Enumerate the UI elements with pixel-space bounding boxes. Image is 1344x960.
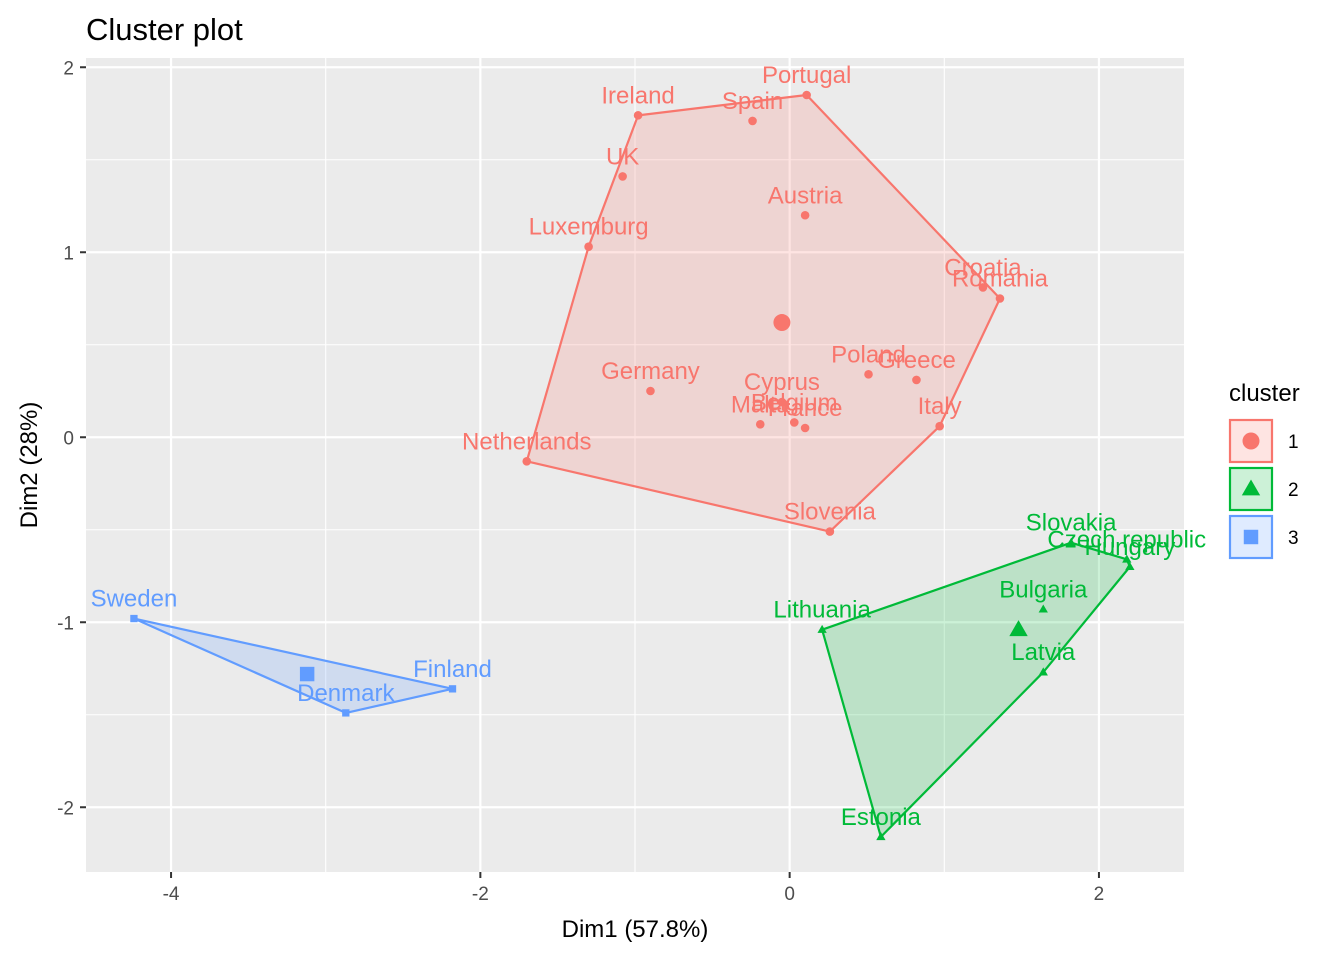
point-label: Czech republic bbox=[1047, 526, 1206, 553]
point-label: Romania bbox=[952, 266, 1049, 293]
point-label: Malta bbox=[731, 391, 790, 418]
y-tick-label: -1 bbox=[57, 613, 74, 634]
axes: -4 -2 0 2 -2 -1 0 1 2 bbox=[57, 58, 1104, 905]
x-tick-label: -4 bbox=[163, 884, 180, 905]
point-label: Italy bbox=[918, 393, 962, 420]
point-label: Latvia bbox=[1011, 639, 1076, 666]
legend-label-1: 1 bbox=[1288, 432, 1299, 453]
legend: cluster 1 2 3 bbox=[1228, 380, 1300, 560]
point-label: Belgium bbox=[751, 389, 838, 416]
cluster-1-centroid bbox=[773, 314, 791, 332]
data-point bbox=[789, 418, 799, 427]
data-point bbox=[935, 421, 944, 431]
data-point bbox=[912, 375, 921, 385]
data-point bbox=[1038, 667, 1048, 676]
data-point bbox=[800, 423, 810, 433]
x-tick-label: 0 bbox=[784, 884, 795, 905]
y-tick-label: 1 bbox=[63, 243, 74, 264]
data-point bbox=[825, 527, 835, 536]
cluster-1-hull bbox=[525, 93, 1002, 533]
point-label: Lithuania bbox=[773, 597, 871, 624]
point-label: Cyprus bbox=[744, 369, 820, 396]
data-point bbox=[978, 283, 988, 292]
x-tick-label: 2 bbox=[1094, 884, 1105, 905]
point-label: Ireland bbox=[601, 82, 674, 109]
point-label: Austria bbox=[768, 182, 843, 209]
legend-marker-1 bbox=[1242, 432, 1260, 450]
data-point bbox=[448, 685, 457, 693]
point-labels: Portugal Ireland Spain UK Austria Luxemburg Cr… bbox=[91, 62, 1207, 831]
point-label: Slovakia bbox=[1026, 510, 1117, 537]
data-points bbox=[130, 90, 1135, 841]
point-label: Poland bbox=[831, 341, 906, 368]
data-point bbox=[1122, 554, 1132, 563]
data-point bbox=[817, 624, 827, 633]
data-point bbox=[1038, 604, 1048, 613]
point-label: Sweden bbox=[91, 586, 178, 613]
data-point bbox=[646, 386, 655, 396]
y-tick-label: -2 bbox=[57, 798, 74, 819]
x-axis-title: Dim1 (57.8%) bbox=[562, 916, 709, 943]
x-tick-label: -2 bbox=[472, 884, 489, 905]
cluster-hulls bbox=[132, 93, 1131, 838]
point-label: Denmark bbox=[297, 680, 395, 707]
grid-minor bbox=[86, 58, 1184, 872]
point-label: Netherlands bbox=[462, 428, 591, 455]
data-point bbox=[633, 111, 643, 120]
point-label: Spain bbox=[722, 88, 783, 115]
data-point bbox=[522, 457, 532, 466]
y-tick-label: 2 bbox=[63, 58, 74, 79]
grid-major bbox=[86, 58, 1184, 872]
data-point bbox=[584, 242, 593, 251]
data-point bbox=[1125, 561, 1135, 571]
point-label: Bulgaria bbox=[999, 576, 1088, 603]
data-point bbox=[777, 397, 787, 407]
cluster-3-centroid bbox=[299, 666, 315, 682]
point-label: Slovenia bbox=[784, 499, 877, 526]
point-label: Germany bbox=[601, 358, 700, 385]
data-point bbox=[342, 709, 350, 717]
point-label: Estonia bbox=[841, 804, 922, 831]
y-tick-label: 0 bbox=[63, 428, 74, 449]
point-label: Hungary bbox=[1085, 534, 1176, 561]
point-label: Greece bbox=[877, 347, 956, 374]
legend-marker-3 bbox=[1243, 529, 1259, 545]
legend-label-3: 3 bbox=[1288, 528, 1299, 549]
cluster-centroids bbox=[299, 314, 1028, 682]
point-label: France bbox=[768, 395, 843, 422]
y-axis-title: Dim2 (28%) bbox=[16, 402, 43, 529]
data-point bbox=[130, 614, 138, 623]
data-point bbox=[802, 90, 811, 100]
data-point bbox=[876, 832, 886, 841]
data-point bbox=[748, 116, 757, 126]
data-point bbox=[618, 172, 627, 181]
point-label: Luxemburg bbox=[529, 214, 649, 241]
legend-marker-2 bbox=[1241, 479, 1261, 496]
chart-title: Cluster plot bbox=[86, 12, 243, 47]
data-point bbox=[800, 210, 810, 220]
point-label: UK bbox=[606, 143, 639, 170]
data-point bbox=[864, 370, 873, 379]
legend-label-2: 2 bbox=[1288, 480, 1299, 501]
data-point bbox=[995, 294, 1005, 303]
data-point bbox=[755, 420, 765, 429]
data-point bbox=[1066, 537, 1076, 546]
cluster-2-centroid bbox=[1009, 620, 1028, 637]
point-label: Finland bbox=[413, 656, 492, 683]
point-label: Croatia bbox=[944, 254, 1022, 281]
legend-title: cluster bbox=[1229, 380, 1300, 407]
point-label: Portugal bbox=[762, 62, 851, 89]
cluster-3-hull bbox=[132, 617, 454, 715]
